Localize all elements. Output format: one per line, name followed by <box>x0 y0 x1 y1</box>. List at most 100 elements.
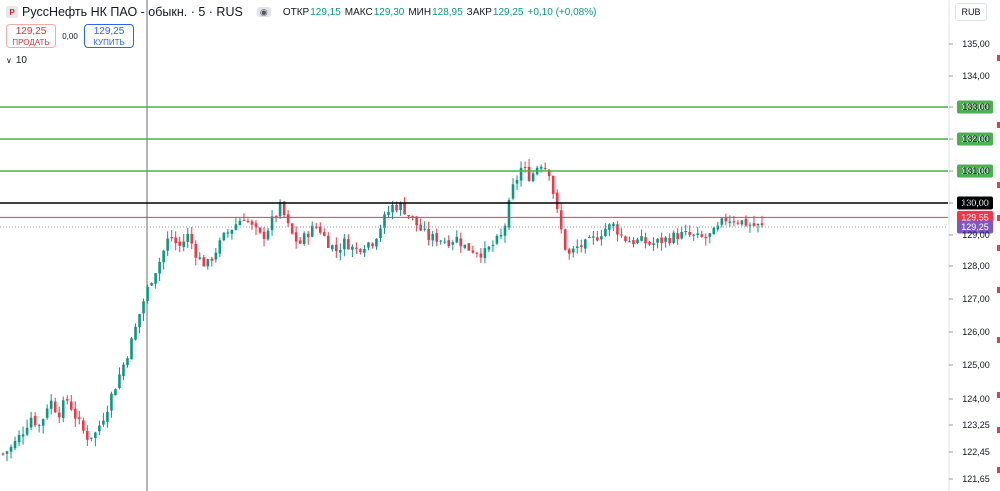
candle-body <box>648 242 651 245</box>
candle-body <box>262 231 266 239</box>
candle-body <box>624 236 627 242</box>
candle-body <box>636 239 639 243</box>
candle-body <box>154 273 157 284</box>
candle-body <box>142 301 145 314</box>
candle-body <box>431 234 434 241</box>
candle-body <box>73 408 77 419</box>
visibility-eye-icon[interactable]: ◉ <box>256 7 271 17</box>
candle-body <box>479 253 483 258</box>
candle-body <box>146 286 149 301</box>
candle-body <box>355 247 358 249</box>
candle-body <box>182 241 186 248</box>
level-badge-green <box>957 100 993 114</box>
candle-body <box>559 210 563 230</box>
sell-button[interactable]: 129,25 ПРОДАТЬ <box>6 24 56 48</box>
level-badge-label: 132,00 <box>961 134 989 144</box>
y-tick-label: 126,00 <box>962 327 990 337</box>
candle-body <box>314 226 318 228</box>
candle-body <box>294 232 298 242</box>
candle-body <box>53 401 57 413</box>
candle-body <box>363 248 366 253</box>
candle-body <box>170 237 173 239</box>
candle-body <box>234 224 238 230</box>
candle-body <box>98 425 101 432</box>
alert-marker <box>997 122 1000 128</box>
candle-body <box>347 239 350 250</box>
candle-body <box>407 215 410 217</box>
candle-body <box>451 242 455 245</box>
y-tick-label: 122,45 <box>962 447 990 457</box>
candle-body <box>49 400 53 409</box>
candle-body <box>1 453 5 455</box>
candle-body <box>246 221 250 223</box>
alert-marker <box>997 182 1000 188</box>
candle-body <box>210 258 214 261</box>
currency-button[interactable]: RUB <box>955 3 987 21</box>
alert-marker <box>997 55 1000 61</box>
candle-body <box>186 233 190 242</box>
candle-body <box>387 212 390 216</box>
high-value: 129,30 <box>373 6 405 18</box>
candle-body <box>5 451 9 454</box>
candle-body <box>712 227 716 235</box>
candle-body <box>507 200 511 228</box>
candle-body <box>604 228 607 237</box>
candle-body <box>21 434 25 437</box>
candle-body <box>194 243 198 258</box>
ticker-logo-icon: P <box>6 6 18 18</box>
candle-body <box>274 216 278 218</box>
candle-body <box>57 412 61 418</box>
level-badge-green <box>957 164 993 178</box>
open-value: 129,15 <box>310 6 341 18</box>
buy-button[interactable]: 129,25 КУПИТЬ <box>84 24 134 48</box>
candle-body <box>331 245 334 250</box>
level-badge-label: 131,00 <box>961 166 989 176</box>
candle-body <box>254 223 258 228</box>
alert-marker <box>997 337 1000 343</box>
candle-body <box>575 246 579 248</box>
candle-body <box>744 218 748 226</box>
trade-panel: 129,25 ПРОДАТЬ 0,00 129,25 КУПИТЬ <box>6 24 134 48</box>
buy-price: 129,25 <box>93 26 125 37</box>
alert-marker <box>997 245 1000 251</box>
candle-body <box>118 374 121 389</box>
candle-body <box>435 233 439 242</box>
candle-body <box>383 214 386 228</box>
candle-body <box>571 248 575 253</box>
candle-body <box>9 446 13 452</box>
sell-price: 129,25 <box>15 26 47 37</box>
candle-body <box>483 248 487 259</box>
candle-body <box>310 225 314 237</box>
candle-body <box>487 246 491 250</box>
y-tick-label: 130,00 <box>962 198 990 208</box>
symbol-title[interactable]: РуссНефть НК ПАО - обыкн. · 5 · RUS <box>22 5 243 19</box>
candle-body <box>166 238 169 251</box>
candle-body <box>238 220 242 226</box>
candle-body <box>471 250 475 253</box>
candle-body <box>467 243 471 251</box>
candle-body <box>306 233 310 238</box>
alert-marker <box>997 287 1000 293</box>
candle-body <box>282 201 286 216</box>
y-tick-label: 124,00 <box>962 394 990 404</box>
y-tick-label: 125,00 <box>962 360 990 370</box>
candle-body <box>447 240 451 247</box>
candle-body <box>551 176 555 195</box>
alert-marker <box>997 215 1000 221</box>
indicator-count: 10 <box>15 55 27 66</box>
candle-body <box>588 236 591 238</box>
y-tick-label: 127,00 <box>962 294 990 304</box>
candle-body <box>612 223 615 226</box>
candle-body <box>343 238 346 250</box>
level-badge-black <box>957 196 993 210</box>
y-tick-label: 121,65 <box>962 474 990 484</box>
candle-body <box>600 236 603 240</box>
candle-body <box>708 233 712 237</box>
candle-body <box>680 231 683 239</box>
indicator-toggle[interactable]: ∨ 10 <box>6 55 27 66</box>
candle-body <box>756 223 760 226</box>
currency-label: RUB <box>961 7 981 17</box>
candle-body <box>748 224 752 226</box>
high-label: МАКС <box>344 6 373 18</box>
